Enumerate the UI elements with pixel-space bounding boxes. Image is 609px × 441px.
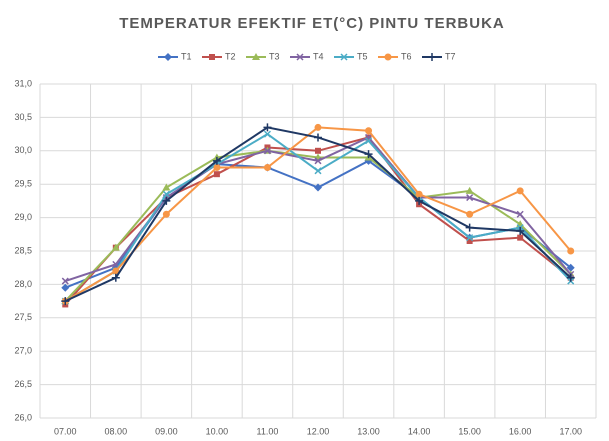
data-point <box>314 167 322 175</box>
legend-label: T6 <box>401 51 412 61</box>
data-point <box>415 196 424 205</box>
legend-marker <box>340 53 348 61</box>
data-point <box>314 157 322 165</box>
data-point <box>415 190 423 198</box>
x-tick-label: 10.00 <box>206 426 229 436</box>
legend-label: T5 <box>357 51 368 61</box>
y-tick-label: 28,0 <box>14 279 32 289</box>
data-point <box>465 186 474 194</box>
legend-marker <box>164 53 172 61</box>
chart-title: TEMPERATUR EFEKTIF ET(°C) PINTU TERBUKA <box>119 15 505 32</box>
legend-label: T3 <box>269 51 280 61</box>
data-point <box>314 183 322 192</box>
data-point <box>213 171 220 178</box>
x-tick-label: 08.00 <box>105 426 128 436</box>
data-point <box>517 234 524 241</box>
legend-marker <box>209 54 215 60</box>
data-point <box>315 147 321 154</box>
x-tick-label: 11.00 <box>257 426 279 436</box>
y-tick-label: 28,5 <box>14 245 32 255</box>
legend-marker <box>252 53 260 60</box>
x-tick-label: 07.00 <box>54 426 77 436</box>
legend-marker <box>384 53 392 61</box>
data-point <box>364 150 373 159</box>
data-point <box>263 147 271 155</box>
data-point <box>213 164 221 171</box>
y-tick-label: 30,0 <box>14 145 32 155</box>
y-tick-label: 29,5 <box>14 179 32 189</box>
data-point <box>263 164 271 171</box>
legend-label: T2 <box>225 51 236 61</box>
y-tick-label: 27,5 <box>14 312 32 322</box>
data-point <box>112 267 120 275</box>
y-tick-label: 30,5 <box>14 112 32 122</box>
x-tick-label: 13.00 <box>357 426 380 436</box>
y-tick-label: 29,0 <box>14 212 32 222</box>
data-point <box>466 237 473 244</box>
data-point <box>516 210 524 218</box>
data-point <box>111 243 120 251</box>
data-point <box>567 247 575 255</box>
legend-label: T4 <box>313 51 324 61</box>
x-tick-label: 09.00 <box>155 426 178 436</box>
legend-label: T1 <box>181 51 192 61</box>
y-tick-label: 26,0 <box>14 412 32 422</box>
x-tick-label: 12.00 <box>307 426 330 436</box>
data-point <box>61 297 70 306</box>
data-point <box>263 130 271 138</box>
data-point <box>465 223 474 232</box>
y-tick-label: 26,5 <box>14 379 32 389</box>
data-point <box>162 196 171 205</box>
y-tick-label: 27,0 <box>14 346 32 356</box>
x-tick-label: 17.00 <box>559 426 582 436</box>
x-tick-label: 15.00 <box>458 426 481 436</box>
data-point <box>365 137 373 145</box>
data-point <box>212 156 221 165</box>
data-point <box>466 194 474 202</box>
data-point <box>111 273 120 282</box>
data-point <box>466 234 474 242</box>
data-point <box>566 263 575 272</box>
data-point <box>61 277 69 285</box>
x-tick-label: 16.00 <box>509 426 532 436</box>
data-point <box>466 210 474 218</box>
x-tick-label: 14.00 <box>408 426 431 436</box>
data-point <box>365 127 373 135</box>
data-point <box>314 133 322 142</box>
data-point <box>314 123 322 131</box>
legend-label: T7 <box>445 51 456 61</box>
legend-marker <box>428 53 436 61</box>
y-tick-label: 31,0 <box>14 78 32 88</box>
data-point <box>61 283 70 292</box>
data-point <box>263 123 272 132</box>
data-point <box>162 210 170 218</box>
data-point <box>566 273 575 282</box>
data-point <box>516 187 524 195</box>
legend-marker <box>296 53 304 61</box>
data-point <box>516 226 525 235</box>
data-point <box>162 183 171 191</box>
data-point <box>162 190 170 198</box>
